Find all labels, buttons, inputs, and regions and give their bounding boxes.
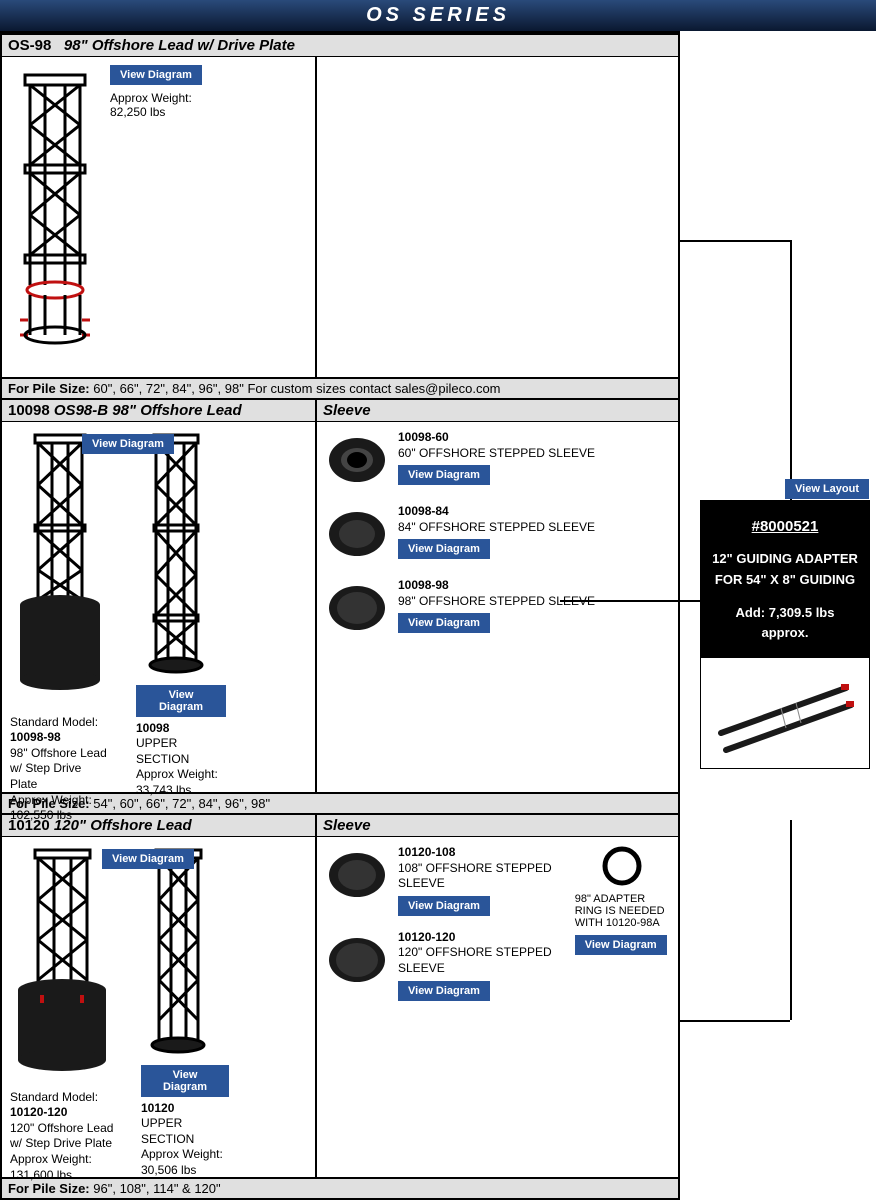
standard-label: Standard Model: [10,715,110,731]
tower-icon [136,430,216,680]
callout-line1: 12" GUIDING ADAPTER [709,549,861,570]
sleeve-icon [325,430,390,490]
sleeve-code: 10098-84 [398,504,595,520]
standard-weight: 131,600 lbs [10,1168,115,1184]
view-diagram-button[interactable]: View Diagram [102,849,194,869]
connector-line [680,240,790,242]
upper-weight: 33,743 lbs [136,783,226,799]
upper-code: 10120 [141,1101,229,1117]
connector-line [680,1020,790,1022]
callout-add: Add: 7,309.5 lbs [709,603,861,624]
sleeve-code: 10098-60 [398,430,595,446]
connector-line [790,240,792,500]
standard-desc: 98" Offshore Lead w/ Step Drive Plate [10,746,110,793]
sleeve-code: 10120-120 [398,930,565,946]
view-diagram-button[interactable]: View Diagram [110,65,202,85]
sleeve-icon [325,845,390,905]
upper-weight-label: Approx Weight: [141,1147,229,1163]
callout-approx: approx. [709,623,861,644]
series-banner: OS SERIES [0,0,876,31]
view-diagram-button[interactable]: View Diagram [398,465,490,485]
sleeve-desc: 60" OFFSHORE STEPPED SLEEVE [398,446,595,462]
callout-line2: FOR 54" X 8" GUIDING [709,570,861,591]
standard-label: Standard Model: [10,1090,115,1106]
sleeve-header-10120: Sleeve [317,815,678,837]
s10098-right: 10098-60 60" OFFSHORE STEPPED SLEEVE Vie… [317,422,678,792]
adapter-ring-note: 98" ADAPTER RING IS NEEDED WITH 10120-98… [575,893,670,929]
main-table: OS-98 98" Offshore Lead w/ Drive Plate [0,31,680,1200]
callout-part-number: #8000521 [709,515,861,539]
ring-icon [601,845,643,887]
tower-icon [10,65,100,345]
tower-icon [10,845,115,1085]
view-diagram-button[interactable]: View Diagram [575,935,667,955]
s10098-left: Standard Model: 10098-98 98" Offshore Le… [2,422,317,792]
standard-weight-label: Approx Weight: [10,1152,115,1168]
tower-icon [10,430,110,710]
tower-icon [141,845,216,1060]
os98-left: View Diagram Approx Weight: 82,250 lbs [2,57,317,377]
sleeve-code: 10120-108 [398,845,565,861]
s10120-right: 10120-108 108" OFFSHORE STEPPED SLEEVE V… [317,837,678,1177]
view-layout-button[interactable]: View Layout [785,479,869,499]
view-diagram-button[interactable]: View Diagram [82,434,174,454]
view-diagram-button[interactable]: View Diagram [136,685,226,717]
sleeve-desc: 108" OFFSHORE STEPPED SLEEVE [398,861,565,892]
upper-weight-label: Approx Weight: [136,767,226,783]
sleeve-code: 10098-98 [398,578,595,594]
s10120-left: Standard Model: 10120-120 120" Offshore … [2,837,317,1177]
for-pile-os98: For Pile Size: 60", 66", 72", 84", 96", … [2,377,678,398]
standard-desc: 120" Offshore Lead w/ Step Drive Plate [10,1121,115,1152]
weight-label: Approx Weight: [110,91,307,105]
view-diagram-button[interactable]: View Diagram [398,981,490,1001]
connector-line [790,820,792,1020]
upper-weight: 30,506 lbs [141,1163,229,1179]
standard-code: 10098-98 [10,730,110,746]
sleeve-icon [325,578,390,638]
connector-line [560,600,700,602]
sleeve-icon [325,504,390,564]
sleeve-desc: 84" OFFSHORE STEPPED SLEEVE [398,520,595,536]
callout-image [701,658,869,768]
section-header-os98: OS-98 98" Offshore Lead w/ Drive Plate [2,33,678,57]
view-diagram-button[interactable]: View Diagram [398,896,490,916]
section-header-10098: 10098 OS98-B 98" Offshore Lead [2,400,315,422]
standard-code: 10120-120 [10,1105,115,1121]
upper-code: 10098 [136,721,226,737]
sleeve-desc: 120" OFFSHORE STEPPED SLEEVE [398,945,565,976]
upper-desc: UPPER SECTION [141,1116,229,1147]
standard-weight: Approx Weight: 102,550 lbs [10,793,110,824]
view-diagram-button[interactable]: View Diagram [141,1065,229,1097]
callout-box: View Layout #8000521 12" GUIDING ADAPTER… [700,500,870,769]
os98-right [317,57,678,377]
weight-value: 82,250 lbs [110,105,307,119]
upper-desc: UPPER SECTION [136,736,226,767]
view-diagram-button[interactable]: View Diagram [398,539,490,559]
sleeve-header-10098: Sleeve [317,400,678,422]
view-diagram-button[interactable]: View Diagram [398,613,490,633]
sleeve-icon [325,930,390,990]
